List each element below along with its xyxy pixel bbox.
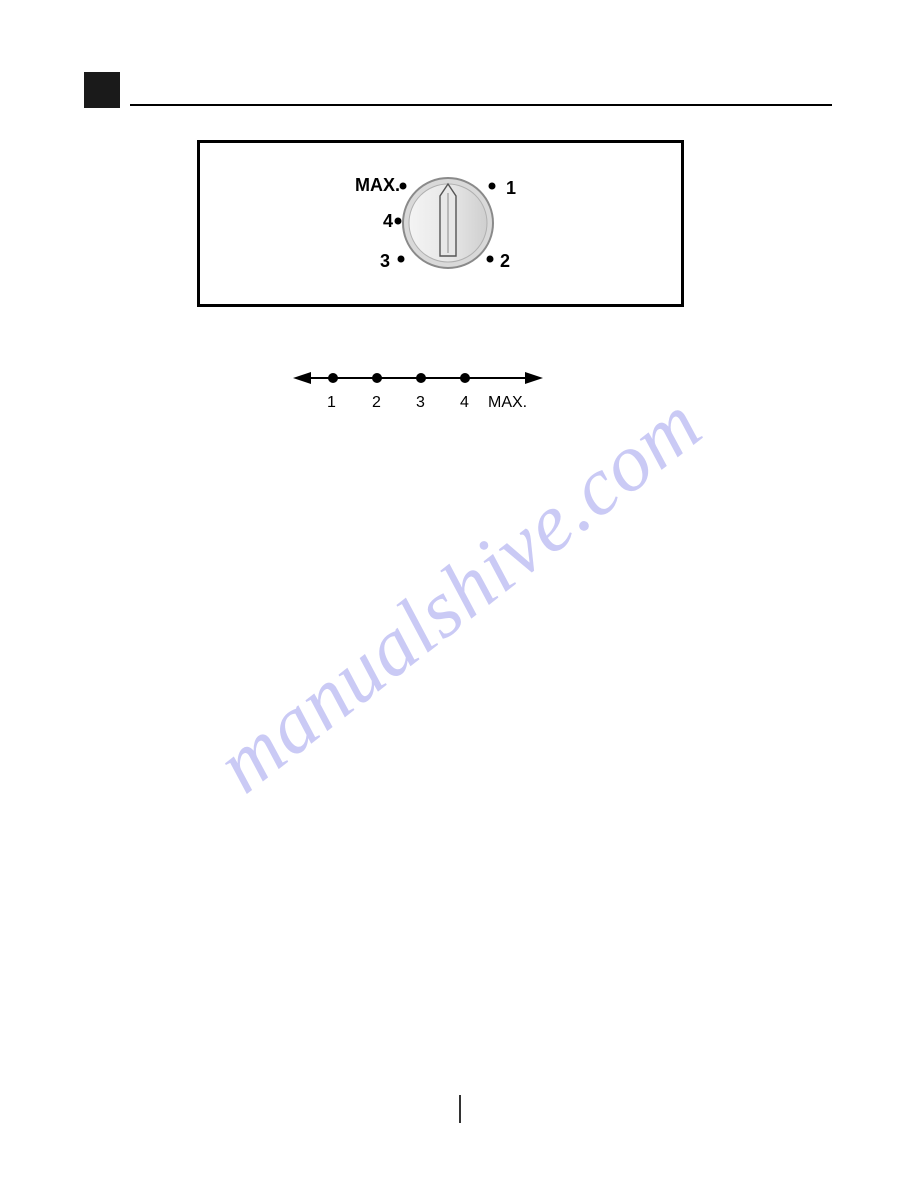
dot-max: [400, 183, 407, 190]
footer-separator: [459, 1095, 461, 1123]
scale-label-4: 4: [460, 394, 469, 412]
page-root: manualshive.com: [0, 0, 918, 1188]
scale-label-1: 1: [327, 394, 336, 412]
label-max: MAX.: [355, 175, 400, 196]
scale-dot-3: [416, 373, 426, 383]
scale-dot-4: [460, 373, 470, 383]
dial-pointer[interactable]: [440, 184, 456, 256]
dial-svg: [200, 143, 687, 310]
scale-diagram: 1 2 3 4 MAX.: [283, 360, 553, 420]
label-two: 2: [500, 251, 510, 272]
arrow-right-icon: [525, 372, 543, 384]
label-four: 4: [383, 211, 393, 232]
scale-label-2: 2: [372, 394, 381, 412]
header-rule: [130, 104, 832, 106]
dot-two: [487, 256, 494, 263]
scale-label-max: MAX.: [488, 394, 527, 412]
scale-dot-1: [328, 373, 338, 383]
watermark-text: manualshive.com: [199, 376, 719, 811]
header-square: [84, 72, 120, 108]
arrow-left-icon: [293, 372, 311, 384]
dot-three: [398, 256, 405, 263]
dot-four: [395, 218, 402, 225]
scale-dot-2: [372, 373, 382, 383]
control-panel: MAX. 1 2 3 4: [197, 140, 684, 307]
label-three: 3: [380, 251, 390, 272]
scale-label-3: 3: [416, 394, 425, 412]
label-one: 1: [506, 178, 516, 199]
dot-one: [489, 183, 496, 190]
